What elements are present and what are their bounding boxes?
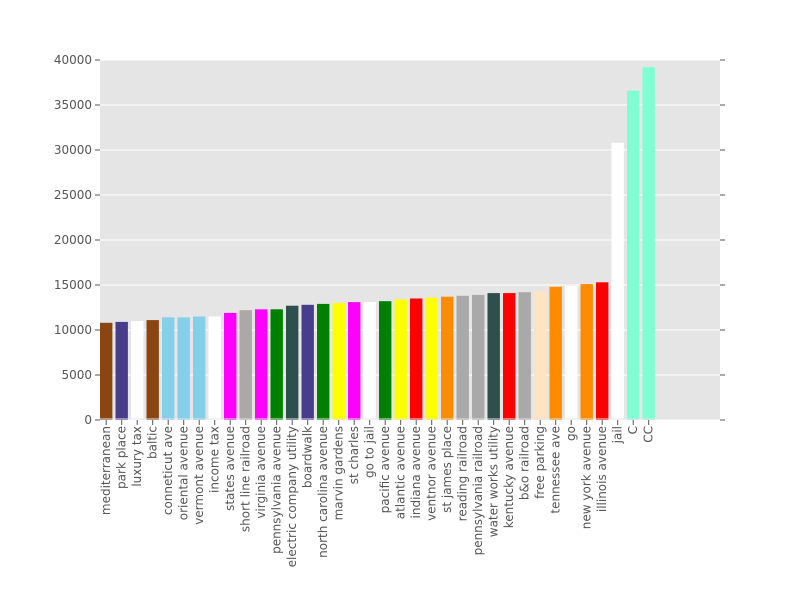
x-tick-label: indiana avenue — [409, 426, 423, 518]
bar — [332, 303, 345, 420]
bar — [394, 299, 407, 420]
x-axis-ticks: mediterranean park place luxury tax baltic c… — [99, 418, 720, 567]
bar — [363, 302, 376, 420]
bar — [518, 292, 531, 420]
x-tick-label: north carolina avenue — [316, 426, 330, 558]
bar — [193, 316, 206, 420]
x-tick-label: electric company utility — [285, 426, 299, 567]
y-tick-label: 20000 — [54, 233, 92, 247]
x-tick-label: st james place — [440, 426, 454, 513]
bar — [379, 301, 392, 420]
x-tick-label: free parking — [533, 426, 547, 499]
x-tick-label: short line railroad — [239, 426, 253, 532]
bar — [410, 298, 423, 420]
x-tick-label: virginia avenue — [254, 426, 268, 519]
x-tick-label: pennsylvania railroad — [471, 426, 485, 555]
x-tick-label: tennessee ave — [549, 426, 563, 514]
bar — [580, 284, 593, 420]
x-tick-label: oriental avenue — [177, 426, 191, 520]
x-tick-label: jail — [611, 426, 625, 444]
x-tick-label: go to jail — [363, 426, 377, 478]
bar — [549, 286, 562, 420]
x-tick-label: ventnor avenue — [425, 426, 439, 521]
x-tick-label: reading railroad — [456, 426, 470, 521]
bar — [239, 310, 252, 420]
bar — [503, 293, 516, 420]
y-tick-label: 40000 — [54, 53, 92, 67]
bar — [100, 322, 113, 420]
bars — [100, 67, 655, 421]
bar — [131, 321, 144, 420]
x-tick-label: pennsylvania avenue — [270, 426, 284, 554]
bar — [425, 297, 438, 420]
bar — [146, 320, 159, 420]
x-tick-label: conneticut ave — [161, 426, 175, 515]
y-tick-label: 15000 — [54, 278, 92, 292]
x-tick-label: marvin gardens — [332, 426, 346, 520]
x-tick-label: go — [564, 426, 578, 441]
bar — [317, 303, 330, 420]
y-axis-ticks: 0 5000 10000 15000 20000 25000 30000 35000 40000 — [54, 53, 725, 427]
bar — [286, 305, 299, 420]
x-tick-label: kentucky avenue — [502, 426, 516, 528]
bar — [301, 304, 314, 420]
bar — [270, 309, 283, 420]
bar — [627, 90, 640, 420]
x-tick-label: pacific avenue — [378, 426, 392, 513]
x-tick-label: atlantic avenue — [394, 426, 408, 519]
x-tick-label: luxury tax — [130, 426, 144, 487]
bar — [208, 316, 221, 420]
x-tick-label: vermont avenue — [192, 426, 206, 525]
bar — [642, 67, 655, 420]
x-tick-label: states avenue — [223, 426, 237, 511]
y-tick-label: 30000 — [54, 143, 92, 157]
bar — [487, 293, 500, 420]
bar — [224, 312, 237, 420]
y-tick-label: 10000 — [54, 323, 92, 337]
x-tick-label: b&o railroad — [518, 426, 532, 500]
x-tick-label: income tax — [208, 426, 222, 493]
bar — [441, 296, 454, 420]
y-tick-label: 5000 — [61, 368, 92, 382]
bar — [472, 294, 485, 420]
bar — [115, 321, 128, 420]
x-tick-label: illinois avenue — [595, 426, 609, 512]
y-tick-label: 0 — [84, 413, 92, 427]
x-tick-label: baltic — [146, 426, 160, 459]
bar — [611, 142, 624, 421]
x-tick-label: C — [626, 426, 640, 434]
x-tick-label: boardwalk — [301, 426, 315, 488]
bar — [348, 302, 361, 420]
bar — [177, 317, 190, 420]
bar — [534, 291, 547, 420]
bar — [162, 317, 175, 420]
bar — [255, 309, 268, 420]
x-tick-label: st charles — [347, 426, 361, 484]
x-tick-label: park place — [115, 426, 129, 489]
y-tick-label: 25000 — [54, 188, 92, 202]
x-tick-label: water works utility — [487, 426, 501, 537]
bar — [596, 282, 609, 420]
x-tick-label: new york avenue — [580, 426, 594, 529]
bar — [565, 285, 578, 420]
bar — [456, 295, 469, 420]
x-tick-label: CC — [642, 426, 656, 443]
y-tick-label: 35000 — [54, 98, 92, 112]
x-tick-label: mediterranean — [99, 426, 113, 515]
